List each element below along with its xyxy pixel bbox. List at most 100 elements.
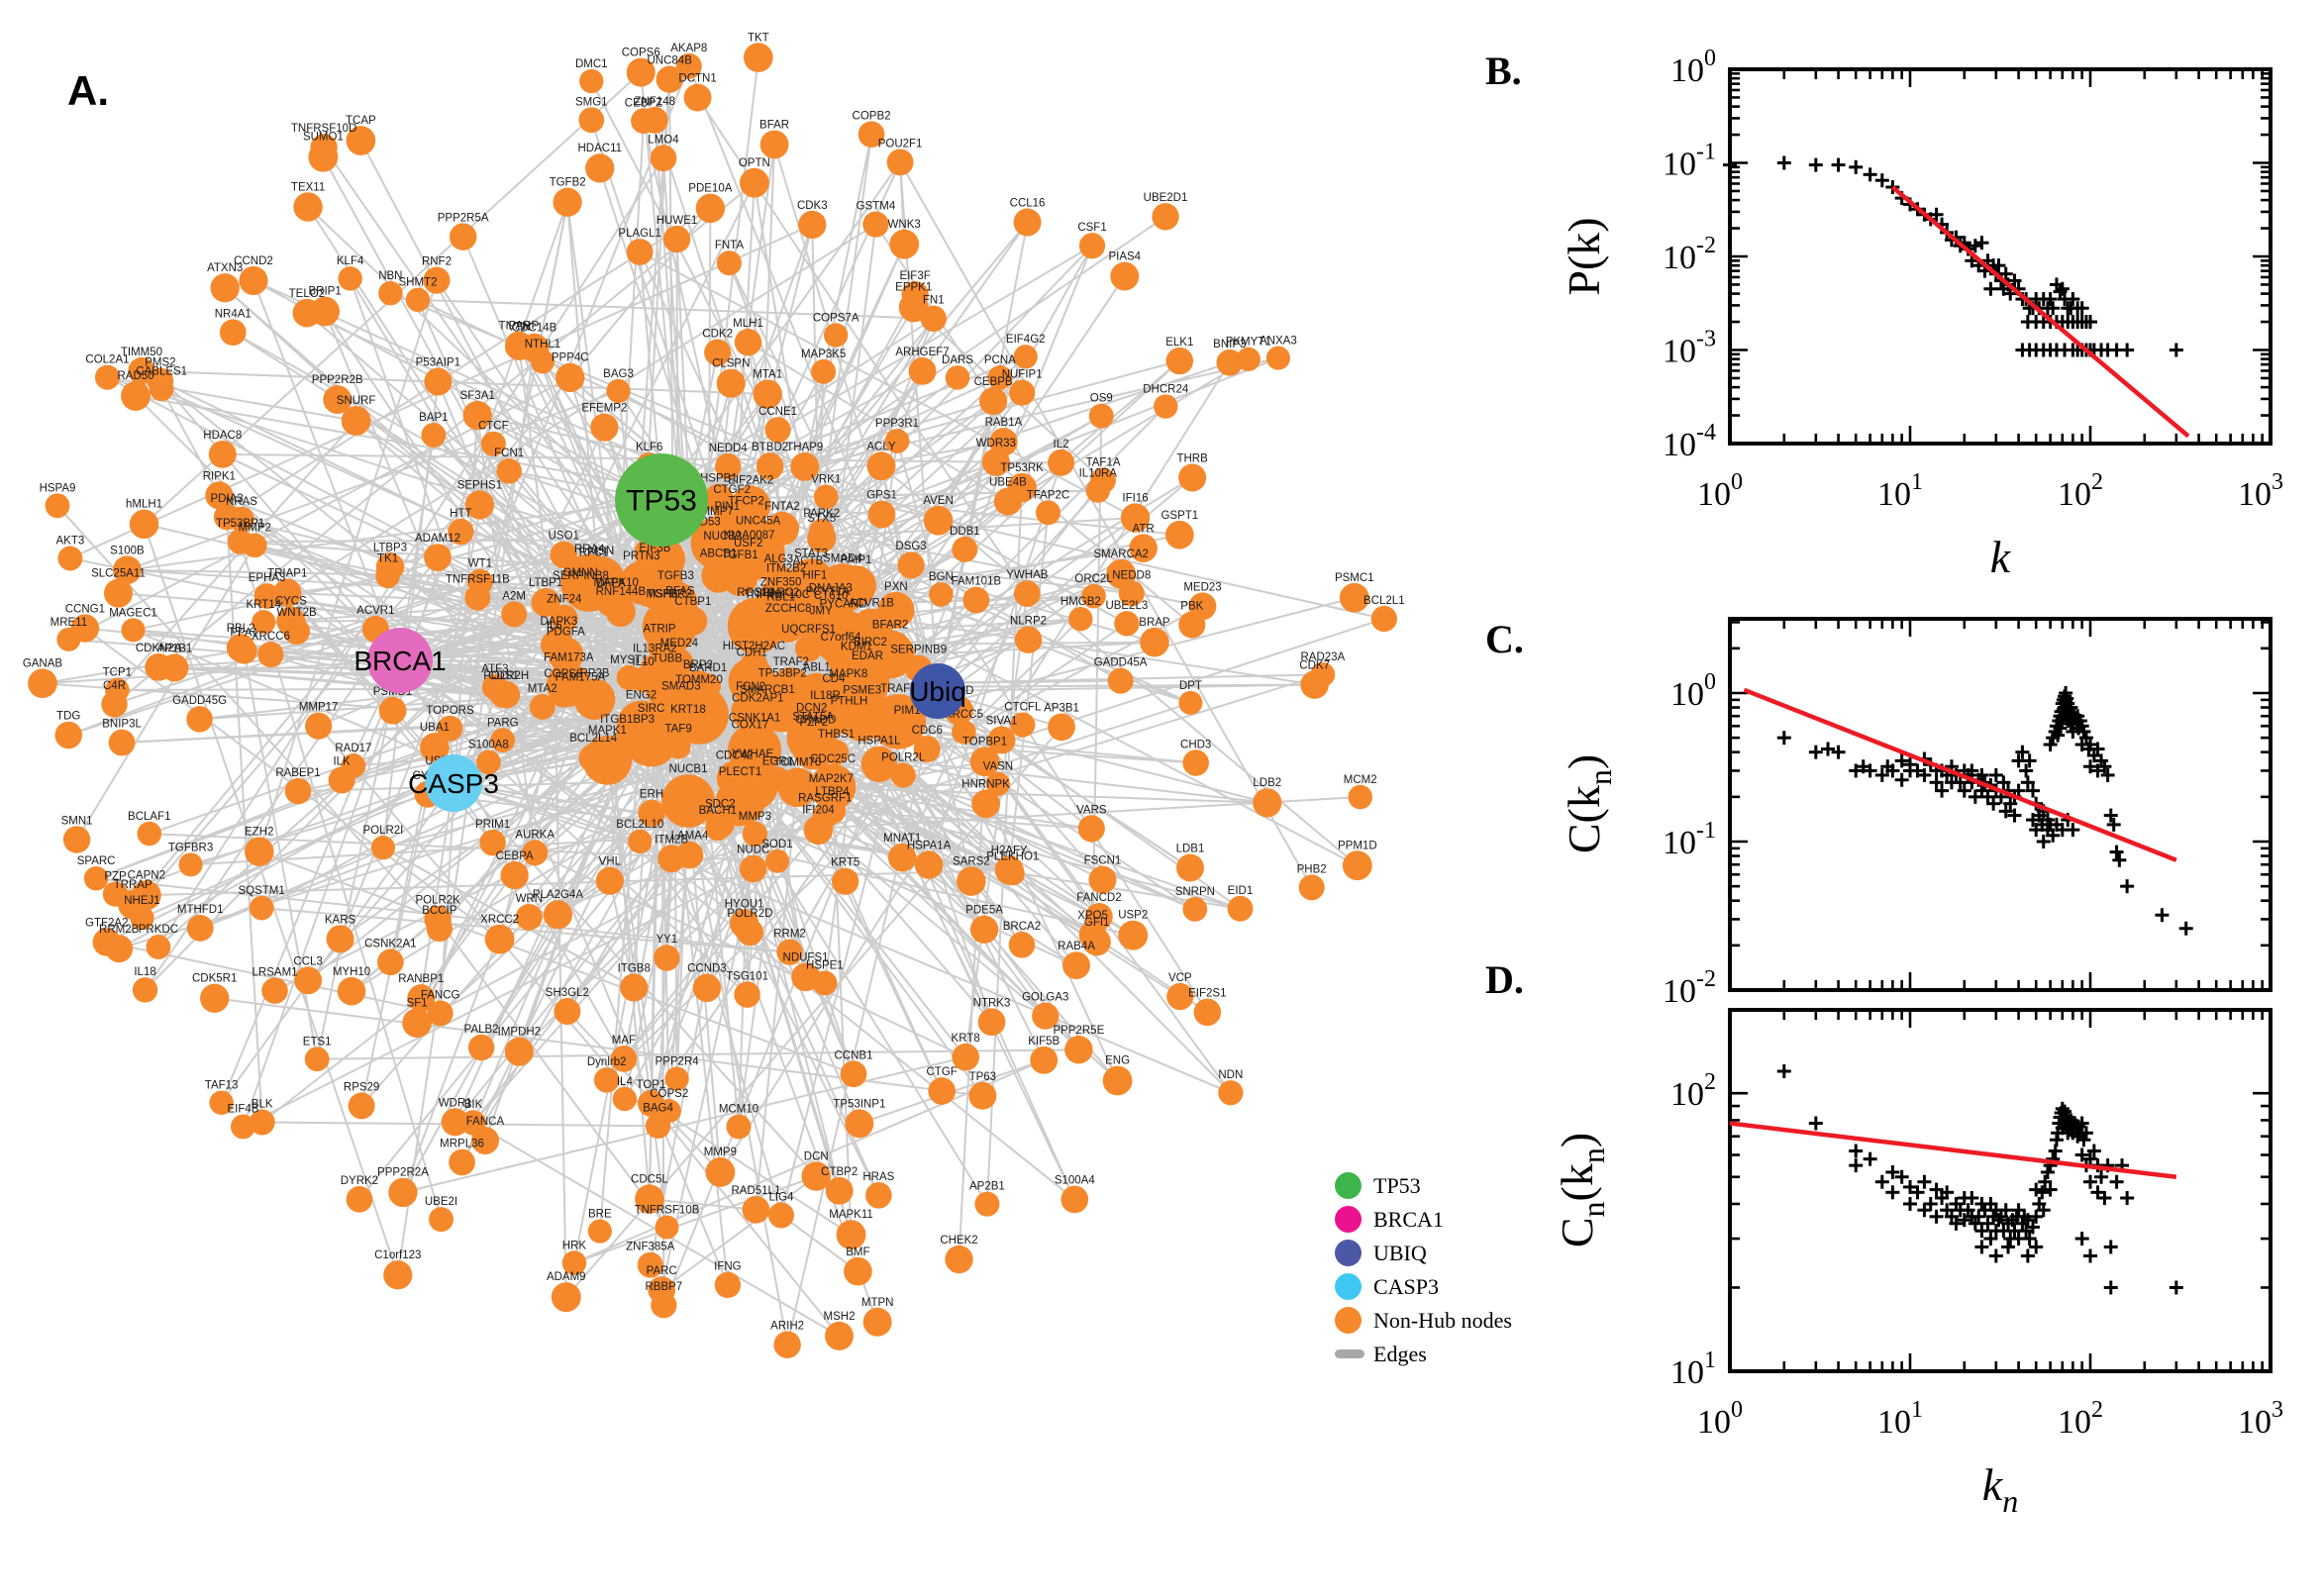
network-node — [186, 914, 214, 942]
network-node — [850, 608, 893, 651]
panel-c-plot — [1728, 617, 2272, 992]
network-node — [424, 544, 452, 571]
gene-node-label: USO1 — [549, 531, 579, 543]
gene-node-label: LTBP4 — [815, 786, 850, 798]
gene-node-label: PMS2 — [145, 357, 175, 369]
plot-frame — [1728, 1008, 2272, 1373]
network-node — [249, 1109, 275, 1136]
network-node — [765, 848, 790, 873]
gene-node-label: PPA1 — [230, 628, 258, 640]
gene-node-label: EPHA3 — [249, 572, 286, 584]
gene-node-label: BNIP3L — [102, 719, 142, 731]
network-node — [543, 900, 573, 930]
gene-node-label: P53AIP1 — [416, 356, 460, 368]
gene-node-label: CDK2 — [702, 329, 733, 341]
gene-node-label: hMLH1 — [126, 499, 162, 511]
gene-node-label: ITGB1BP3 — [600, 714, 655, 726]
gene-node-label: MAP3K5 — [801, 349, 846, 360]
network-node — [777, 767, 818, 808]
network-node — [840, 1060, 867, 1088]
network-node — [346, 126, 376, 155]
gene-node-label: CDK5R1 — [192, 973, 237, 985]
gene-node-label: SMN1 — [61, 815, 93, 827]
network-node — [1265, 346, 1290, 370]
gene-node-label: WNK3 — [888, 219, 921, 231]
gene-node-label: CHEK2 — [940, 1235, 977, 1247]
panels-bcd-plots: 100 10-1 10-2 10-3 10-4 100 101 102 103 P(k) k 100 1… — [1552, 46, 2283, 1519]
network-node — [579, 68, 604, 94]
gene-node-label: PSME3 — [843, 684, 881, 696]
network-node — [801, 1161, 831, 1191]
gene-node-label: GFI1 — [1084, 917, 1110, 929]
network-node — [1182, 896, 1208, 922]
gene-node-label: COX17 — [732, 719, 769, 731]
gene-node-label: RAD23A — [1300, 651, 1345, 663]
network-node — [590, 413, 619, 442]
gene-node-label: NBN — [378, 270, 402, 282]
axis-tick-label: 10-1 — [1663, 140, 1716, 183]
gene-node-label: CDC14B — [512, 323, 557, 335]
network-node — [605, 597, 636, 628]
network-node — [427, 1000, 454, 1027]
gene-node-label: BCLAF1 — [128, 811, 170, 823]
gene-node-label: ATRIP — [644, 623, 676, 635]
network-node — [210, 273, 240, 303]
gene-node-label: TAF13 — [205, 1080, 239, 1092]
gene-node-label: SOD1 — [761, 839, 792, 850]
gene-node-label: PPP3R1 — [875, 418, 919, 430]
network-node — [530, 349, 556, 374]
gene-node-label: MED23 — [1183, 581, 1221, 593]
network-node — [1035, 500, 1060, 526]
network-node — [1182, 749, 1209, 776]
gene-node-label: HDAC8 — [203, 430, 242, 442]
network-node — [731, 526, 785, 580]
network-node — [908, 356, 937, 385]
network-node — [1106, 558, 1137, 589]
network-node — [860, 746, 898, 782]
network-node — [283, 618, 311, 646]
network-node — [637, 1251, 663, 1278]
gene-node-label: MMP3 — [739, 811, 771, 823]
gene-node-label: CDK2AP1 — [732, 693, 783, 705]
network-node — [628, 829, 653, 854]
network-node — [705, 816, 731, 842]
hub-node-ubiq — [910, 663, 965, 719]
gene-node-label: UBA1 — [420, 722, 450, 734]
legend-label: Edges — [1373, 1341, 1427, 1366]
network-node — [1154, 394, 1178, 419]
gene-node-label: S100B — [110, 545, 145, 556]
gene-node-label: PYCARD — [820, 599, 867, 611]
gene-node-label: ZNF385A — [626, 1242, 675, 1253]
gene-node-label: NTRK3 — [973, 997, 1011, 1009]
network-node — [480, 431, 506, 456]
gene-node-label: CTCF — [478, 421, 509, 433]
network-node — [1188, 592, 1217, 621]
brca1-node-icon — [1335, 1206, 1362, 1233]
gene-node-label: TOMM20 — [675, 674, 723, 686]
gene-node-label: ZNF148 — [634, 96, 675, 108]
network-node — [388, 1177, 418, 1208]
network-node — [862, 1307, 892, 1337]
gene-node-label: STAT3 — [794, 548, 828, 559]
axis-tick-label: 101 — [1670, 1347, 1716, 1391]
network-node — [1339, 582, 1369, 613]
gene-node-label: HRK — [562, 1240, 587, 1251]
gene-node-label: CDK3 — [797, 200, 828, 212]
gene-node-label: COPS2 — [650, 1088, 688, 1100]
network-node — [105, 935, 134, 963]
gene-node-label: EIF3F — [899, 270, 930, 282]
axis-ticks — [1728, 67, 2272, 446]
network-node — [962, 586, 990, 614]
network-node — [129, 509, 159, 540]
gene-node-label: S100A8 — [468, 740, 509, 751]
network-node — [616, 700, 666, 749]
gene-node-label: POLR2D — [727, 908, 772, 920]
gene-node-label: TEX11 — [291, 181, 325, 193]
gene-node-label: TNFRSF10B — [635, 1205, 700, 1217]
gene-node-label: PCNA — [984, 354, 1016, 366]
gene-node-label: HRAS — [862, 1171, 894, 1183]
gene-node-label: KRT18 — [670, 704, 706, 716]
gene-node-label: FAM173A — [544, 651, 594, 663]
axis-tick-label: 100 — [1697, 1397, 1743, 1441]
network-node — [811, 358, 837, 384]
